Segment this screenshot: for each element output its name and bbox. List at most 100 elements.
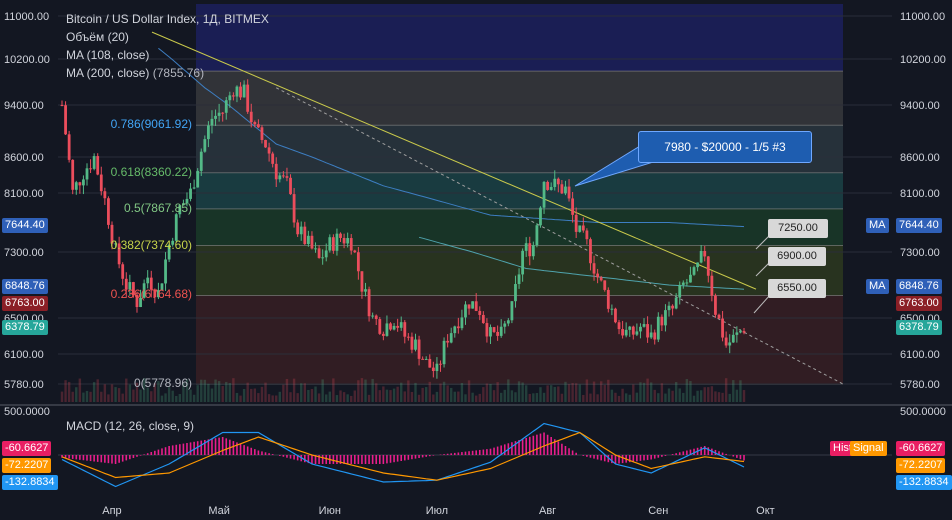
candle-body: [456, 326, 460, 329]
volume-bar: [632, 384, 635, 402]
candle-body: [99, 174, 103, 192]
candle-body: [203, 139, 207, 152]
candle-body: [185, 198, 189, 204]
volume-bar: [453, 391, 456, 402]
candle-body: [474, 301, 478, 311]
volume-bar: [417, 394, 421, 402]
volume-bar: [392, 388, 396, 402]
volume-bar: [485, 383, 489, 402]
candle-body: [289, 177, 292, 195]
price-tick-left: 6100.00: [4, 349, 44, 361]
month-label: Июл: [426, 505, 448, 517]
macd-legend[interactable]: MACD (12, 26, close, 9): [66, 419, 195, 433]
volume-bars: [60, 378, 746, 402]
candle-body: [267, 147, 271, 154]
volume-bar: [678, 388, 681, 402]
left-last-price-tag: 6378.79: [2, 320, 48, 335]
volume-bar: [242, 388, 246, 402]
price-callout-1[interactable]: 7250.00: [768, 219, 828, 238]
candle-body: [385, 323, 389, 336]
volume-bar: [628, 394, 631, 402]
candle-body: [439, 363, 442, 365]
candle-body: [246, 84, 250, 112]
volume-bar: [360, 378, 364, 402]
ma108-legend[interactable]: MA (108, close): [66, 48, 150, 62]
volume-bar: [157, 381, 160, 402]
fib-zone-0: [196, 71, 843, 126]
candle-body: [321, 257, 325, 259]
volume-bar: [617, 395, 621, 402]
candle-body: [674, 297, 678, 309]
volume-bar: [524, 385, 528, 402]
candle-body: [696, 262, 699, 268]
volume-bar: [232, 378, 235, 402]
volume-bar: [139, 389, 142, 402]
volume-bar: [460, 382, 464, 402]
volume-bar: [153, 383, 157, 402]
macd-pane: [58, 422, 892, 488]
price-callout-3[interactable]: 6550.00: [768, 279, 826, 298]
candle-body: [374, 315, 378, 320]
macd-line: [61, 422, 745, 488]
volume-bar: [571, 383, 574, 402]
volume-bar: [653, 389, 656, 402]
price-callout-2[interactable]: 6900.00: [768, 247, 826, 266]
candle-body: [431, 367, 435, 372]
ma200-legend[interactable]: MA (200, close) (7855.76): [66, 66, 204, 80]
candle-body: [110, 224, 114, 244]
volume-legend[interactable]: Объём (20): [66, 30, 129, 44]
main-callout[interactable]: 7980 - $20000 - 1/5 #3: [638, 131, 812, 163]
volume-bar: [614, 392, 617, 402]
volume-bar: [357, 380, 360, 402]
candle-body: [453, 326, 457, 334]
volume-bar: [546, 385, 549, 402]
volume-bar: [592, 381, 596, 402]
candle-body: [553, 178, 557, 187]
macd-tick-right: 500.0000: [900, 406, 946, 418]
signal-label: Signal: [850, 441, 887, 456]
hist-label: Hist: [830, 441, 855, 456]
candle-body: [485, 323, 489, 337]
candle-body: [217, 112, 221, 116]
candle-body: [514, 284, 517, 302]
candle-body: [235, 86, 239, 97]
fib-label-0.5: 0.5(7867.85): [123, 200, 192, 215]
candle-body: [139, 297, 142, 308]
candle-body: [489, 327, 492, 337]
axes: 11000.00 11000.00 10200.00 10200.00 9400.00 9…: [4, 11, 946, 517]
candle-body: [249, 111, 253, 123]
price-tick-right: 8100.00: [900, 188, 940, 200]
volume-bar: [317, 393, 321, 402]
volume-bar: [482, 387, 485, 402]
volume-bar: [221, 386, 224, 402]
candle-body: [528, 243, 532, 257]
candle-body: [678, 284, 682, 298]
candle-body: [103, 191, 107, 199]
volume-bar: [342, 392, 346, 402]
volume-bar: [260, 386, 264, 402]
candle-body: [542, 181, 546, 208]
candle-body: [396, 325, 400, 328]
volume-bar: [496, 382, 499, 402]
candle-body: [210, 118, 214, 126]
volume-bar: [246, 382, 249, 402]
candle-body: [381, 333, 385, 336]
candle-body: [410, 336, 414, 350]
candle-body: [239, 86, 242, 98]
volume-bar: [582, 394, 585, 402]
callout-1-pointer: [755, 234, 771, 250]
volume-bar: [624, 393, 628, 402]
candle-body: [692, 267, 696, 275]
fib-label-0.382: 0.382(7374.60): [110, 237, 192, 252]
candle-body: [664, 310, 667, 326]
candle-body: [142, 283, 146, 298]
volume-bar: [114, 387, 117, 402]
candles: [60, 79, 746, 379]
volume-bar: [78, 378, 82, 402]
volume-bar: [721, 392, 724, 402]
volume-bar: [217, 381, 221, 402]
candle-body: [503, 323, 507, 327]
volume-bar: [350, 395, 353, 402]
candle-body: [292, 194, 296, 223]
